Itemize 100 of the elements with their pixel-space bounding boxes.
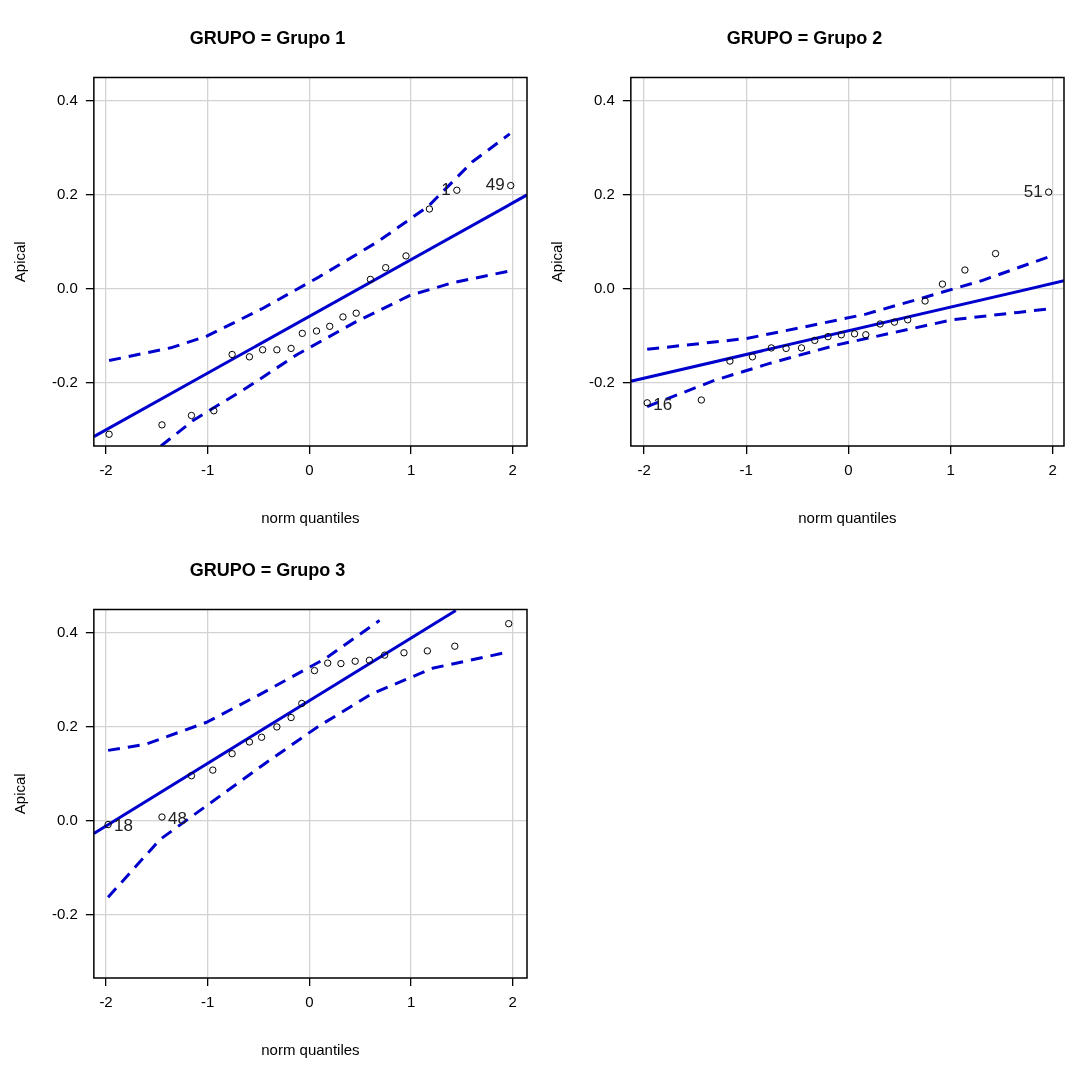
point	[797, 344, 806, 352]
line-series	[645, 255, 1051, 351]
point	[402, 252, 410, 260]
point	[961, 266, 969, 274]
point	[991, 249, 1000, 258]
x-axis-title: norm quantiles	[261, 509, 360, 527]
x-axis-title: norm quantiles	[261, 1041, 360, 1059]
point	[158, 421, 166, 429]
point	[105, 430, 113, 438]
x-tick-label: -1	[201, 461, 215, 479]
point	[876, 320, 884, 328]
annotation: 48	[167, 808, 187, 828]
annotation: 18	[114, 816, 133, 836]
point	[862, 331, 870, 339]
annotation: 49	[485, 175, 505, 195]
point	[339, 313, 347, 321]
x-tick-label: -2	[99, 993, 113, 1011]
chart-title: GRUPO = Grupo 3	[189, 559, 346, 580]
x-tick-label: 0	[844, 461, 853, 479]
point	[425, 205, 434, 213]
line-series	[107, 132, 512, 363]
point	[228, 749, 236, 758]
point	[324, 659, 332, 667]
point	[904, 316, 912, 324]
y-tick-label: 0.2	[56, 717, 78, 735]
chart-title: GRUPO = Grupo 1	[189, 27, 346, 48]
point	[228, 350, 236, 359]
y-tick-label: 0.0	[593, 278, 615, 296]
point	[257, 733, 266, 741]
y-tick-label: 0.4	[593, 91, 615, 109]
point	[890, 318, 899, 326]
point	[273, 346, 281, 354]
x-tick-label: 0	[305, 993, 314, 1011]
y-tick-label: 0.2	[56, 185, 78, 203]
point	[643, 399, 651, 407]
x-tick-label: 1	[406, 461, 416, 479]
x-tick-label: 1	[946, 461, 955, 479]
annotation: 51	[1023, 181, 1043, 201]
y-tick-label: -0.2	[51, 372, 78, 390]
point	[423, 647, 432, 655]
chart-title: GRUPO = Grupo 2	[726, 27, 883, 48]
point	[921, 297, 929, 305]
point	[258, 346, 267, 354]
point	[298, 699, 306, 708]
x-axis-title: norm quantiles	[798, 509, 897, 527]
point	[187, 411, 196, 420]
point	[310, 666, 319, 675]
point	[507, 181, 515, 190]
x-tick-label: 1	[406, 993, 416, 1011]
point	[748, 353, 757, 361]
point	[782, 344, 790, 353]
point	[209, 766, 217, 774]
point	[104, 820, 112, 829]
point	[697, 396, 706, 404]
y-axis-title: Apical	[11, 773, 29, 815]
x-tick-label: -2	[637, 461, 651, 479]
point	[245, 738, 254, 746]
point	[351, 657, 359, 665]
point	[273, 723, 281, 731]
line-series	[106, 651, 505, 899]
point	[337, 659, 345, 668]
point	[505, 619, 513, 628]
point	[326, 322, 334, 331]
point	[850, 330, 859, 338]
point	[400, 649, 408, 657]
point	[352, 309, 360, 317]
point	[811, 336, 819, 345]
x-tick-label: 2	[508, 461, 517, 479]
x-tick-label: -2	[99, 461, 113, 479]
point	[366, 275, 375, 284]
point	[824, 332, 832, 341]
x-tick-label: -1	[201, 993, 215, 1011]
y-tick-label: 0.4	[56, 623, 78, 641]
point	[187, 772, 196, 780]
y-tick-label: 0.4	[56, 91, 78, 109]
point	[726, 357, 734, 365]
point	[767, 344, 776, 352]
y-axis-title: Apical	[548, 241, 566, 283]
point	[1044, 188, 1053, 196]
point	[453, 186, 461, 194]
y-axis-title: Apical	[11, 241, 29, 283]
point	[245, 353, 254, 361]
point	[158, 813, 166, 821]
point	[365, 656, 374, 664]
annotation: 16	[653, 394, 673, 414]
y-tick-label: 0.2	[593, 185, 615, 203]
point	[451, 642, 459, 650]
x-tick-label: -1	[739, 461, 753, 479]
y-tick-label: -0.2	[51, 904, 78, 922]
y-tick-label: -0.2	[588, 372, 615, 390]
x-tick-label: 0	[305, 461, 314, 479]
y-tick-label: 0.0	[56, 810, 78, 828]
x-tick-label: 2	[1048, 461, 1057, 479]
point	[312, 327, 321, 335]
point	[381, 263, 390, 272]
point	[380, 651, 389, 659]
point	[938, 280, 947, 288]
point	[298, 329, 306, 338]
line-series	[106, 618, 382, 752]
point	[287, 713, 295, 722]
